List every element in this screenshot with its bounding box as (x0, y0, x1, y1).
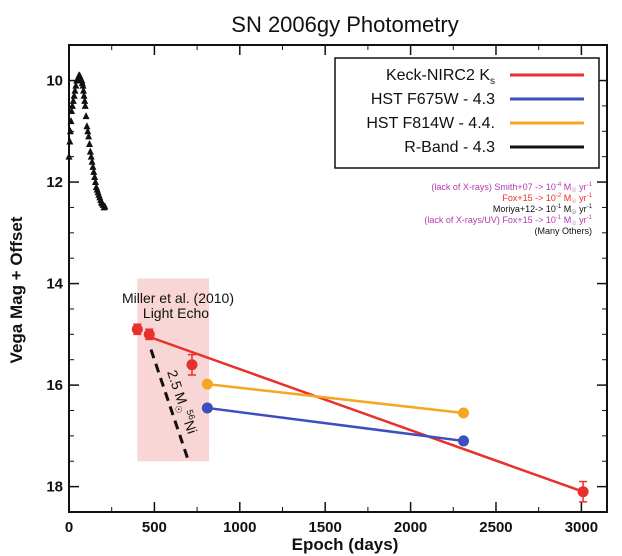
x-tick-label: 2000 (394, 519, 427, 536)
data-point (85, 139, 93, 147)
data-point (101, 202, 109, 210)
x-tick-label: 1000 (223, 519, 256, 536)
note-line: Moriya+12-> 10-1 M☉ yr-1 (493, 204, 593, 216)
data-point (72, 81, 80, 89)
data-point (90, 167, 98, 175)
data-point (70, 91, 78, 99)
data-point (71, 86, 79, 94)
series (131, 323, 589, 503)
data-point (201, 402, 213, 414)
data-point (81, 101, 89, 109)
data-point (201, 378, 213, 390)
series-fit-line (148, 335, 584, 493)
y-axis-label: Vega Mag + Offset (7, 216, 26, 363)
x-tick-label: 2500 (479, 519, 512, 536)
legend-label: HST F675W - 4.3 (371, 91, 495, 108)
series (201, 402, 470, 447)
x-tick-label: 500 (142, 519, 167, 536)
legend-label: HST F814W - 4.4. (366, 115, 495, 132)
y-tick-label: 12 (46, 174, 63, 191)
series-line (207, 382, 464, 415)
data-point (69, 96, 77, 104)
data-point (79, 81, 87, 89)
data-point (83, 122, 91, 130)
note-line: Fox+15 -> 10-2 M☉ yr-1 (502, 193, 592, 205)
y-tick-label: 14 (46, 276, 63, 293)
data-point (458, 407, 470, 419)
data-point (80, 91, 88, 99)
data-point (186, 359, 198, 371)
light-echo-annotation: Light Echo (143, 305, 209, 321)
data-point (131, 323, 143, 335)
data-point (87, 152, 95, 160)
x-tick-label: 1500 (309, 519, 342, 536)
legend-label: R-Band - 4.3 (404, 139, 495, 156)
data-point (577, 486, 589, 498)
chart-title: SN 2006gy Photometry (231, 12, 458, 37)
axis-ticks: 0 500 1000 1500 2000 2500 3000 10 12 14 16 18 (46, 45, 607, 536)
data-point (82, 112, 90, 120)
data-point (81, 96, 89, 104)
x-tick-label: 3000 (565, 519, 598, 536)
light-echo-region (137, 278, 210, 462)
note-line: (lack of X-rays) Smith+07 -> 10-4 M☉ yr-… (431, 182, 592, 194)
data-point (84, 127, 92, 135)
data-point (91, 178, 99, 186)
y-tick-label: 18 (46, 479, 63, 496)
series (65, 71, 109, 211)
series-line (207, 406, 464, 443)
miller-annotation: Miller et al. (2010) (122, 290, 234, 306)
data-point (68, 101, 76, 109)
data-point (458, 435, 470, 447)
note-line: (lack of X-rays/UV) Fox+15 -> 10-1 M☉ yr… (424, 215, 592, 227)
y-tick-label: 16 (46, 377, 63, 394)
x-tick-label: 0 (65, 519, 73, 536)
data-point (91, 172, 99, 180)
data-point (67, 117, 75, 125)
series (201, 378, 470, 419)
data-point (85, 132, 93, 140)
light-echo-shade (137, 278, 210, 462)
data-point (66, 127, 74, 135)
mass-loss-notes: (lack of X-rays) Smith+07 -> 10-4 M☉ yr-… (424, 182, 592, 236)
data-point (89, 162, 97, 170)
x-axis-label: Epoch (days) (292, 535, 399, 554)
data-point (86, 147, 94, 155)
data-point (88, 157, 96, 165)
data-point (65, 152, 73, 160)
data-point (143, 328, 155, 340)
note-line: (Many Others) (534, 226, 592, 236)
data-point (80, 86, 88, 94)
data-point (66, 137, 74, 145)
y-tick-label: 10 (46, 73, 63, 90)
series-layer (65, 71, 589, 503)
ni-decay-line (149, 349, 190, 462)
legend: Keck-NIRC2 Ks HST F675W - 4.3 HST F814W - … (334, 57, 600, 169)
data-point (68, 106, 76, 114)
legend-label: Keck-NIRC2 Ks (386, 67, 495, 87)
